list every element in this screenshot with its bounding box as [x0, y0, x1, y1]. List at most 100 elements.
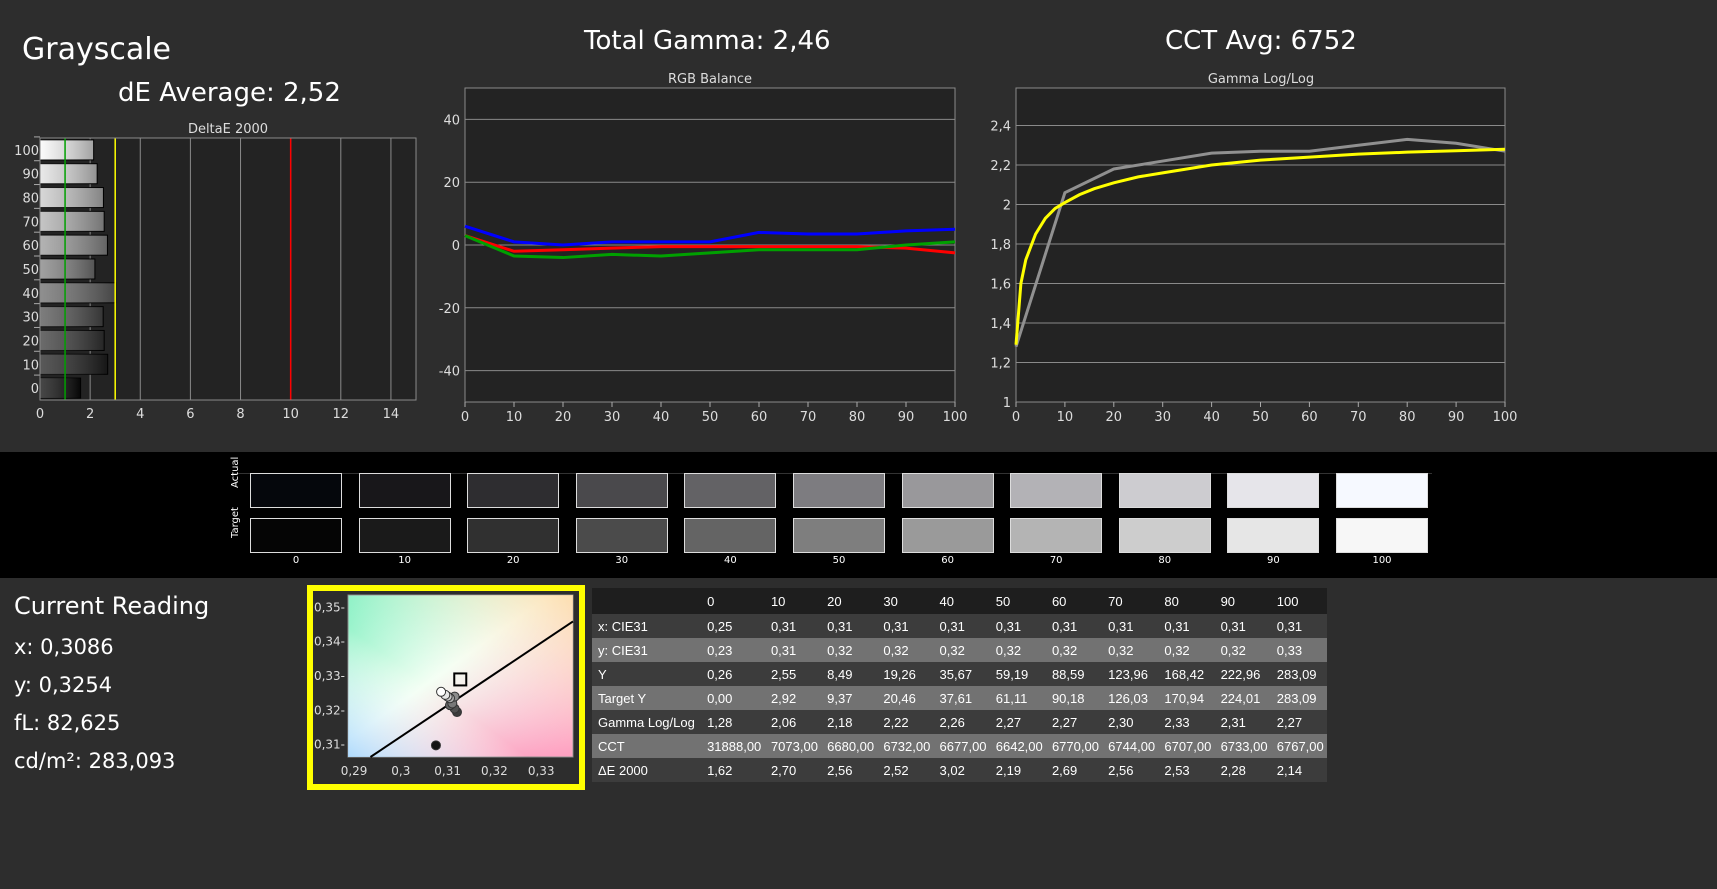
y-tick-label: -20: [439, 302, 460, 317]
y-tick-label: 80: [22, 192, 39, 207]
x-tick-label: 70: [800, 410, 817, 425]
swatch-label: 50: [832, 555, 846, 566]
x-tick-label: 20: [555, 410, 572, 425]
swatch-label: 70: [1049, 555, 1063, 566]
x-tick-label: 10: [282, 407, 299, 422]
table-cell: 6642,00: [989, 734, 1046, 758]
x-tick-label: 0: [1012, 410, 1020, 425]
x-tick-label: 40: [653, 410, 670, 425]
gamma-chart-title: Gamma Log/Log: [1207, 72, 1315, 87]
row-label: CCT: [592, 734, 702, 758]
row-label: Gamma Log/Log: [592, 710, 702, 734]
bar-shade: [40, 211, 105, 232]
plot-area: [1015, 87, 1506, 403]
target-label: Target: [230, 507, 241, 538]
y-tick-label: 0: [31, 382, 39, 397]
table-cell: 0,33: [1270, 638, 1327, 662]
table-cell: 20,46: [877, 686, 934, 710]
swatch-label: 20: [506, 555, 520, 566]
y-tick-label: 90: [22, 168, 39, 183]
table-cell: 2,19: [989, 758, 1046, 782]
y-tick-label: 1,4: [990, 317, 1011, 332]
deltae-chart: 0 2 4 6 8 10 12 14 0 10 20 30 40 50 60 70 80 90 100: [14, 136, 417, 422]
table-cell: 123,96: [1102, 662, 1159, 686]
target-swatch: [684, 518, 777, 553]
de-average: dE Average: 2,52: [118, 78, 341, 108]
table-cell: 0,31: [1045, 614, 1103, 638]
y-tick-label: 40: [22, 287, 39, 302]
y-tick-label: 2,2: [990, 159, 1011, 174]
table-cell: 2,56: [1102, 758, 1159, 782]
table-cell: 6770,00: [1045, 734, 1103, 758]
x-tick-label: 0: [461, 410, 469, 425]
target-swatch: [1118, 518, 1211, 553]
x-tick-label: 20: [1106, 410, 1123, 425]
table-cell: 170,94: [1158, 686, 1215, 710]
actual-label: Actual: [230, 456, 241, 488]
swatch-label: 80: [1158, 555, 1172, 566]
y-tick-label: 2,4: [990, 120, 1011, 135]
x-tick-label: 30: [1154, 410, 1171, 425]
table-cell: 2,33: [1158, 710, 1215, 734]
table-cell: 0,31: [1158, 614, 1215, 638]
table-row: Y 0,26 2,55 8,49 19,26 35,67 59,19 88,59 123,96 1…: [592, 662, 1327, 686]
table-cell: 0,31: [764, 638, 822, 662]
actual-swatch: [1227, 473, 1320, 508]
x-tick-label: 0,31: [434, 764, 461, 778]
x-tick-label: 40: [1203, 410, 1220, 425]
bar-shade: [40, 354, 108, 375]
target-swatch: [1336, 518, 1428, 553]
table-row: y: CIE31 0,23 0,31 0,32 0,32 0,32 0,32 0,32 0,32…: [592, 638, 1327, 662]
y-tick-label: 0,32-: [314, 703, 345, 717]
target-swatch: [467, 518, 560, 553]
table-cell: 31888,00: [701, 734, 765, 758]
x-tick-label: 0,29: [341, 764, 368, 778]
target-swatch: [358, 518, 451, 553]
gamma-chart: 2,4 2,2 2 1,8 1,6 1,4 1,2 10 10 20 30 40 50 60 70 80 90 1…: [990, 87, 1518, 425]
y-tick-label: 40: [443, 113, 460, 128]
table-row: ΔE 2000 1,62 2,70 2,56 2,52 3,02 2,19 2,69 2,56 2…: [592, 758, 1327, 782]
x-tick-label: 80: [849, 410, 866, 425]
row-label: Target Y: [592, 686, 702, 710]
target-swatch: [250, 518, 342, 553]
table-cell: 0,31: [933, 614, 990, 638]
swatch-label: 60: [941, 555, 954, 566]
swatch-band: Actual Target 0 10 20 30 40 50 60 70 80 90 100: [0, 452, 1717, 578]
x-tick-label: 90: [898, 410, 915, 425]
table-row: CCT 31888,00 7073,00 6680,00 6732,00 6677,00 6…: [592, 734, 1327, 758]
column-header: 10: [764, 588, 822, 614]
row-label: x: CIE31: [592, 614, 702, 638]
table-cell: 2,27: [1270, 710, 1327, 734]
page-title: Grayscale: [22, 32, 172, 67]
table-cell: 2,70: [764, 758, 822, 782]
x-tick-label: 100: [1493, 410, 1518, 425]
target-swatch: [901, 518, 994, 553]
table-cell: 6767,00: [1270, 734, 1327, 758]
y-tick-label: 60: [22, 239, 39, 254]
actual-swatch: [358, 473, 451, 508]
current-reading-title: Current Reading: [14, 592, 210, 620]
table-row: x: CIE31 0,25 0,31 0,31 0,31 0,31 0,31 0,31 0,31…: [592, 614, 1327, 638]
table-cell: 1,28: [701, 710, 765, 734]
x-tick-label: 50: [1252, 410, 1269, 425]
table-cell: 2,28: [1214, 758, 1271, 782]
bar-shade: [40, 330, 105, 351]
table-cell: 2,26: [933, 710, 990, 734]
bar-shade: [40, 163, 98, 184]
table-cell: 6680,00: [821, 734, 878, 758]
x-tick-label: 0,3: [391, 764, 410, 778]
table-cell: 2,27: [989, 710, 1046, 734]
cct-average: CCT Avg: 6752: [1165, 26, 1357, 56]
data-table: 0 10 20 30 40 50 60 70 80 90 100 x: CIE31 0,25 0,31 0,…: [592, 588, 1327, 782]
bar-shade: [40, 378, 81, 399]
series-line: [464, 234, 956, 260]
column-header: 100: [1270, 588, 1327, 614]
table-cell: 6744,00: [1102, 734, 1159, 758]
table-cell: 0,32: [933, 638, 990, 662]
x-tick-label: 0,32: [481, 764, 508, 778]
y-tick-label: 1,8: [990, 238, 1011, 253]
x-tick-label: 60: [751, 410, 768, 425]
table-cell: 0,25: [701, 614, 765, 638]
table-cell: 0,31: [989, 614, 1046, 638]
measurement-point: [430, 740, 441, 751]
